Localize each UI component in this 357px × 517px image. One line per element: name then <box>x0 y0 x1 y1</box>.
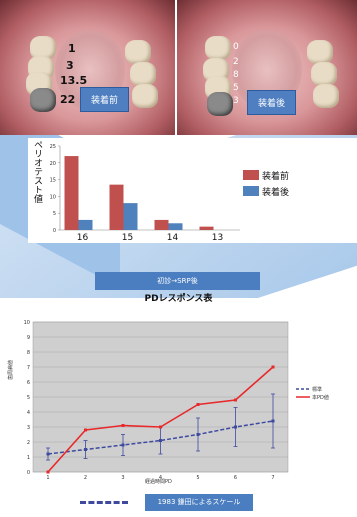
tooth-number: 13.5 <box>60 74 88 87</box>
tooth-number: 0 <box>233 42 239 52</box>
category-label: 16 <box>77 233 89 243</box>
point-standard <box>46 452 50 456</box>
y-tick-label: 8 <box>27 350 30 356</box>
x-tick-label: 3 <box>121 475 124 481</box>
pd-y-axis-label: 歯周病値 <box>7 360 14 380</box>
tooth <box>311 62 337 86</box>
point-standard <box>271 419 275 423</box>
y-tick-label: 0 <box>53 228 56 234</box>
tooth-number: 3 <box>233 96 239 106</box>
point-actual <box>234 398 237 402</box>
y-tick-label: 25 <box>50 144 56 150</box>
tooth-metal-crown <box>207 92 233 116</box>
tooth <box>125 40 151 64</box>
point-actual <box>84 428 87 432</box>
point-standard <box>121 443 125 447</box>
x-tick-label: 5 <box>196 475 199 481</box>
y-tick-label: 1 <box>27 455 30 461</box>
category-label: 15 <box>122 233 133 243</box>
tooth <box>130 62 156 86</box>
y-tick-label: 10 <box>50 194 56 200</box>
bar-before <box>64 156 79 230</box>
photo-before: 1 3 13.5 22 装着前 <box>0 0 175 135</box>
y-tick-label: 6 <box>27 380 30 386</box>
x-tick-label: 6 <box>234 475 237 481</box>
bar-after <box>78 219 93 230</box>
tooth-number: 8 <box>233 70 239 80</box>
scale-label-box: 1983 鎌田によるスケール <box>145 494 253 511</box>
x-tick-label: 7 <box>271 475 274 481</box>
point-standard <box>159 439 162 442</box>
x-tick-label: 4 <box>159 475 162 481</box>
y-tick-label: 3 <box>27 425 30 431</box>
y-tick-label: 20 <box>50 161 56 167</box>
legend-swatch-before <box>243 170 259 180</box>
y-tick-label: 4 <box>27 410 30 416</box>
tooth-number: 2 <box>233 57 239 67</box>
pd-x-axis-label: 経過時間PD <box>145 478 172 485</box>
pd-title-box: 初診→SRP後 <box>95 272 260 290</box>
category-label: 13 <box>212 233 223 243</box>
point-actual <box>121 424 125 427</box>
point-standard <box>196 433 200 436</box>
y-tick-label: 5 <box>27 395 30 401</box>
photo-after: 0 2 8 5 3 装着後 <box>177 0 357 135</box>
bar-before <box>199 226 214 230</box>
point-actual <box>46 470 50 474</box>
bar-before <box>154 219 169 230</box>
y-tick-label: 15 <box>50 178 56 184</box>
photo-tag-before: 装着前 <box>80 87 130 112</box>
point-actual <box>159 425 162 429</box>
tooth-number: 22 <box>60 93 76 106</box>
y-tick-label: 2 <box>27 440 30 446</box>
scale-dash-key <box>80 501 128 504</box>
category-label: 14 <box>167 233 179 243</box>
point-actual <box>271 365 275 369</box>
tooth-number: 3 <box>66 59 74 72</box>
point-standard <box>234 425 237 429</box>
tooth-number: 5 <box>233 83 239 93</box>
periotest-y-axis-label: ペリオテスト値 <box>32 140 42 203</box>
tooth <box>307 40 333 64</box>
y-tick-label: 9 <box>27 335 30 341</box>
tooth-metal-crown <box>30 88 56 112</box>
y-tick-label: 10 <box>24 320 30 326</box>
pd-chart-title: PDレスポンス表 <box>144 294 213 304</box>
tooth <box>132 84 158 108</box>
y-tick-label: 0 <box>27 470 30 476</box>
legend-label-actual: 本PD値 <box>312 394 329 401</box>
pd-legend: 標準 本PD値 <box>296 386 329 401</box>
tooth-number: 1 <box>68 42 76 55</box>
tooth <box>205 36 231 60</box>
point-standard <box>84 448 87 451</box>
y-tick-label: 7 <box>27 365 30 371</box>
point-actual <box>196 403 200 406</box>
bar-after <box>168 223 183 230</box>
x-tick-label: 1 <box>46 475 49 481</box>
y-tick-label: 5 <box>53 211 56 217</box>
legend-label-before: 装着前 <box>262 170 289 182</box>
legend-label-standard: 標準 <box>312 386 322 393</box>
tooth <box>313 84 339 108</box>
legend-swatch-after <box>243 186 259 196</box>
legend-label-after: 装着後 <box>262 186 289 198</box>
bar-before <box>109 184 124 230</box>
photo-tag-after: 装着後 <box>247 90 297 115</box>
bar-after <box>123 203 138 230</box>
x-tick-label: 2 <box>84 475 87 481</box>
